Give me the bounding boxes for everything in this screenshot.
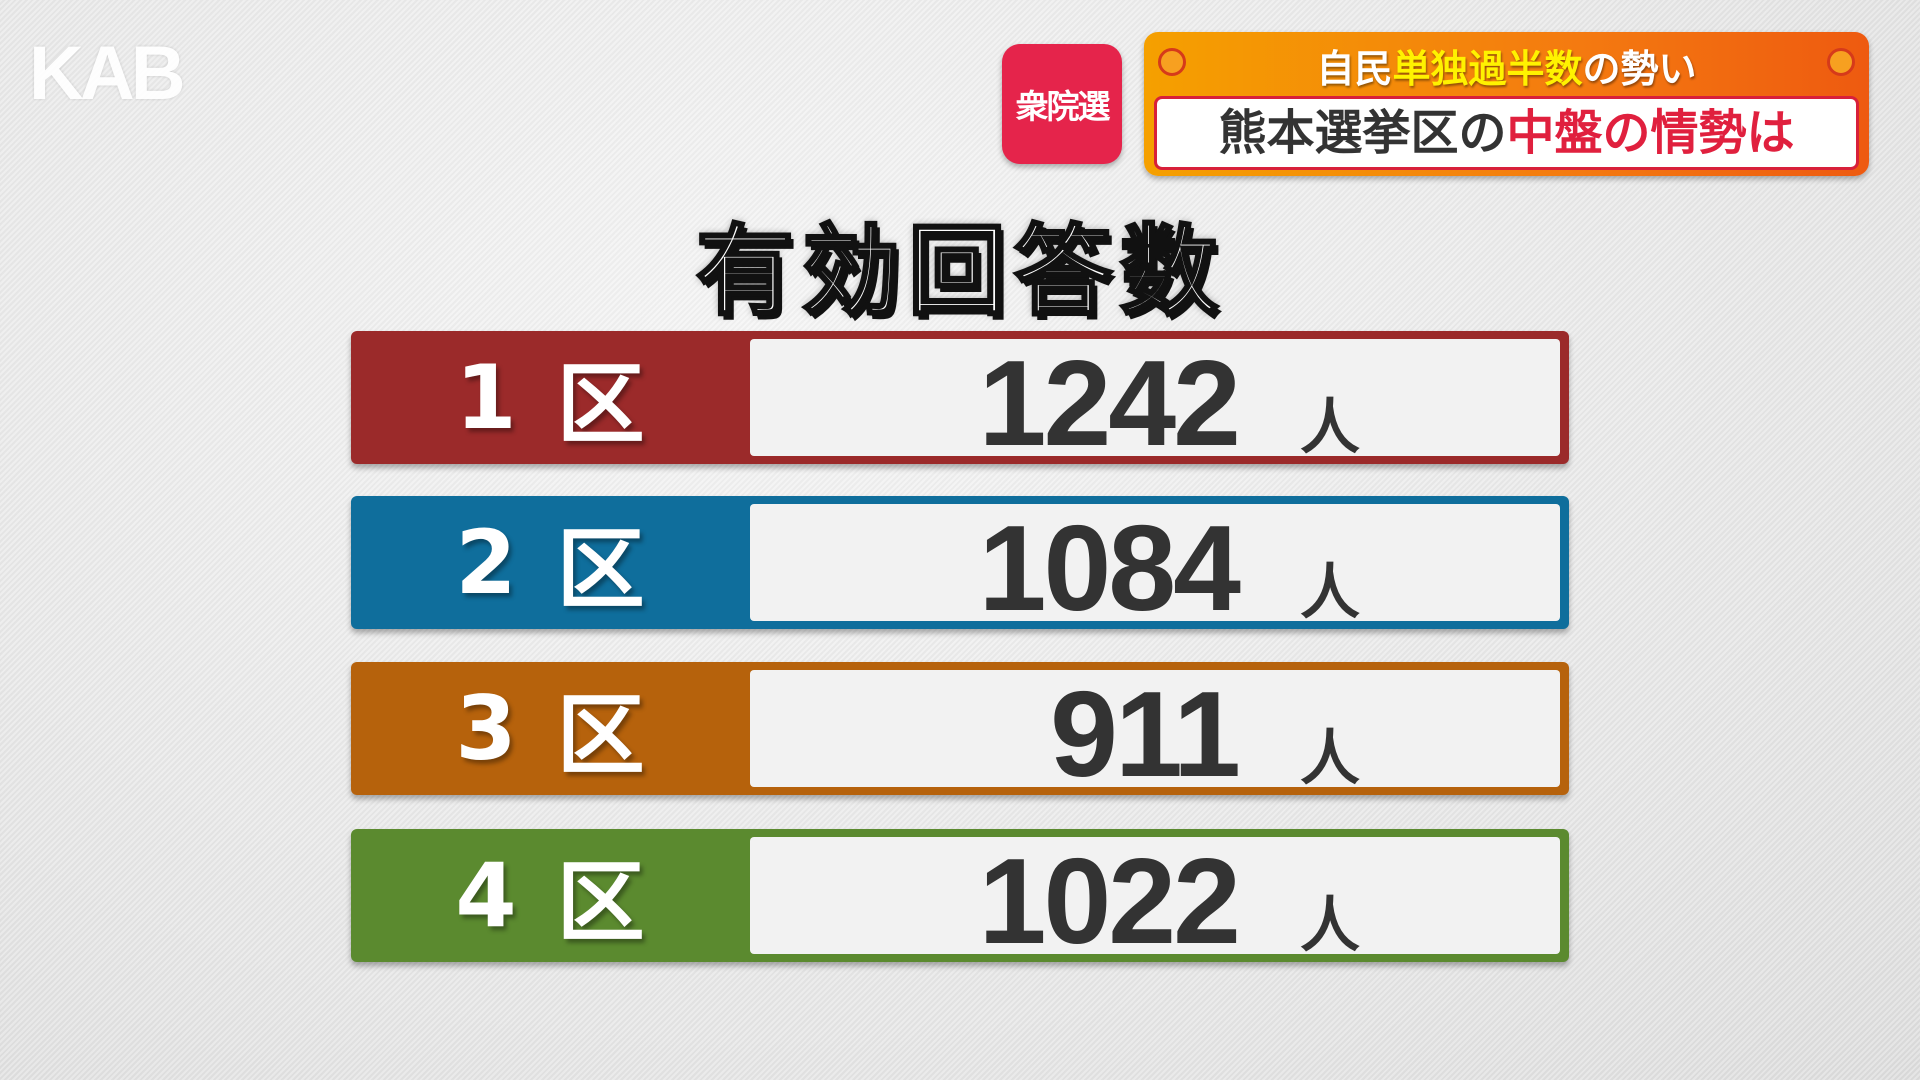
- headline-banner: 自民単独過半数の勢い 熊本選挙区の中盤の情勢は: [1144, 32, 1869, 176]
- circle-ornament-icon: [1827, 48, 1855, 76]
- circle-ornament-icon: [1158, 48, 1186, 76]
- respondent-count: 911: [1050, 666, 1241, 802]
- respondent-count: 1084: [978, 500, 1241, 636]
- respondent-count: 1242: [978, 335, 1241, 471]
- kab-logo: KAB: [29, 31, 186, 116]
- banner-subtitle: 自民単独過半数の勢い: [1316, 47, 1697, 91]
- banner-title: 熊本選挙区の中盤の情勢は: [1154, 96, 1859, 170]
- page-title: 有効回答数: [694, 214, 1226, 331]
- respondent-count: 1022: [978, 833, 1241, 969]
- election-badge: 衆院選: [1002, 44, 1122, 164]
